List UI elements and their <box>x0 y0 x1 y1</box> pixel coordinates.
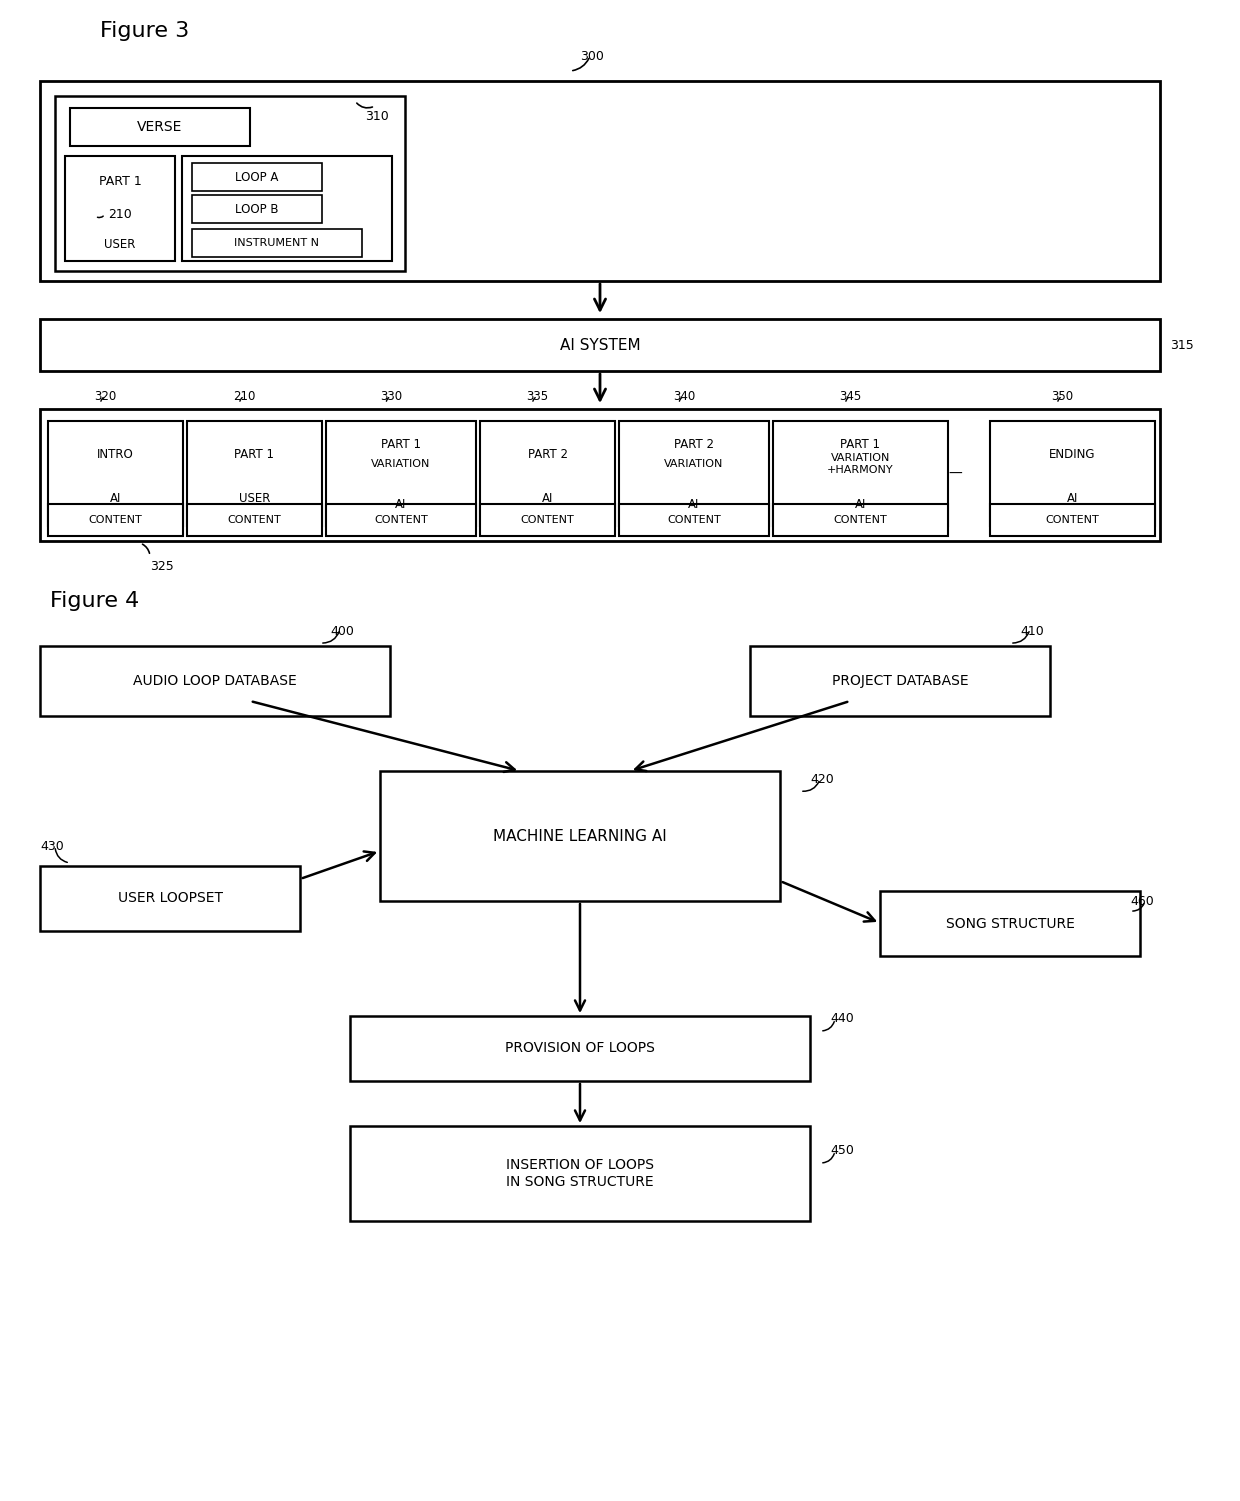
Text: AI: AI <box>1066 491 1079 504</box>
Text: CONTENT: CONTENT <box>1045 515 1100 525</box>
Text: PART 2: PART 2 <box>675 437 714 450</box>
Text: 450: 450 <box>830 1144 854 1157</box>
FancyBboxPatch shape <box>192 164 322 191</box>
Text: PART 2: PART 2 <box>527 447 568 461</box>
Text: LOOP A: LOOP A <box>236 171 279 183</box>
Text: 210: 210 <box>233 389 255 402</box>
FancyBboxPatch shape <box>619 420 769 525</box>
Text: 460: 460 <box>1130 895 1153 908</box>
FancyBboxPatch shape <box>350 1126 810 1220</box>
FancyBboxPatch shape <box>40 866 300 931</box>
FancyBboxPatch shape <box>480 504 615 536</box>
Text: 325: 325 <box>150 560 174 572</box>
Text: USER LOOPSET: USER LOOPSET <box>118 892 222 905</box>
Text: CONTENT: CONTENT <box>228 515 281 525</box>
Text: 335: 335 <box>527 389 548 402</box>
Text: CONTENT: CONTENT <box>833 515 888 525</box>
FancyBboxPatch shape <box>990 504 1154 536</box>
FancyBboxPatch shape <box>40 408 1159 540</box>
Text: 210: 210 <box>108 207 131 221</box>
Text: PROJECT DATABASE: PROJECT DATABASE <box>832 674 968 687</box>
Text: AI: AI <box>396 497 407 510</box>
FancyBboxPatch shape <box>187 420 322 525</box>
Text: PART 1: PART 1 <box>381 437 422 450</box>
Text: 440: 440 <box>830 1013 854 1025</box>
Text: INTRO: INTRO <box>97 447 134 461</box>
Text: INSTRUMENT N: INSTRUMENT N <box>234 239 320 248</box>
FancyBboxPatch shape <box>187 504 322 536</box>
FancyBboxPatch shape <box>773 504 949 536</box>
Text: SONG STRUCTURE: SONG STRUCTURE <box>946 917 1074 931</box>
FancyBboxPatch shape <box>64 156 175 261</box>
Text: AI: AI <box>688 497 699 510</box>
Text: AI SYSTEM: AI SYSTEM <box>559 338 640 353</box>
Text: CONTENT: CONTENT <box>521 515 574 525</box>
FancyBboxPatch shape <box>379 772 780 901</box>
Text: AI: AI <box>542 491 553 504</box>
Text: USER: USER <box>239 491 270 504</box>
FancyBboxPatch shape <box>192 230 362 257</box>
Text: 320: 320 <box>94 389 117 402</box>
Text: INSERTION OF LOOPS
IN SONG STRUCTURE: INSERTION OF LOOPS IN SONG STRUCTURE <box>506 1157 653 1189</box>
Text: VARIATION: VARIATION <box>371 459 430 468</box>
Text: PART 1: PART 1 <box>234 447 274 461</box>
Text: 300: 300 <box>580 50 604 63</box>
Text: USER: USER <box>104 237 135 251</box>
FancyBboxPatch shape <box>480 420 615 525</box>
Text: 410: 410 <box>1021 624 1044 638</box>
Text: CONTENT: CONTENT <box>88 515 143 525</box>
Text: Figure 4: Figure 4 <box>50 591 139 611</box>
Text: Figure 3: Figure 3 <box>100 21 190 41</box>
Text: 350: 350 <box>1052 389 1074 402</box>
FancyBboxPatch shape <box>40 645 391 716</box>
FancyBboxPatch shape <box>326 420 476 525</box>
FancyBboxPatch shape <box>326 504 476 536</box>
Text: AI: AI <box>110 491 122 504</box>
Text: CONTENT: CONTENT <box>374 515 428 525</box>
Text: VARIATION: VARIATION <box>665 459 724 468</box>
Text: PART 1: PART 1 <box>99 174 141 188</box>
Text: 310: 310 <box>365 110 389 123</box>
Text: AUDIO LOOP DATABASE: AUDIO LOOP DATABASE <box>133 674 296 687</box>
FancyBboxPatch shape <box>750 645 1050 716</box>
Text: PART 1: PART 1 <box>841 437 880 450</box>
FancyBboxPatch shape <box>350 1016 810 1081</box>
FancyBboxPatch shape <box>48 420 184 525</box>
FancyBboxPatch shape <box>990 420 1154 525</box>
FancyBboxPatch shape <box>773 420 949 525</box>
FancyBboxPatch shape <box>40 320 1159 371</box>
Text: AI: AI <box>854 497 867 510</box>
FancyBboxPatch shape <box>40 81 1159 281</box>
FancyBboxPatch shape <box>880 892 1140 956</box>
Text: MACHINE LEARNING AI: MACHINE LEARNING AI <box>494 829 667 844</box>
Text: VARIATION
+HARMONY: VARIATION +HARMONY <box>827 453 894 476</box>
Text: CONTENT: CONTENT <box>667 515 720 525</box>
Text: 430: 430 <box>40 839 63 853</box>
FancyBboxPatch shape <box>619 504 769 536</box>
Text: 340: 340 <box>673 389 696 402</box>
Text: VERSE: VERSE <box>138 120 182 134</box>
Text: —: — <box>949 467 962 480</box>
FancyBboxPatch shape <box>69 108 250 146</box>
FancyBboxPatch shape <box>48 504 184 536</box>
FancyBboxPatch shape <box>55 96 405 272</box>
FancyBboxPatch shape <box>192 195 322 224</box>
FancyBboxPatch shape <box>182 156 392 261</box>
Text: 345: 345 <box>839 389 862 402</box>
Text: 420: 420 <box>810 773 833 785</box>
Text: 400: 400 <box>330 624 353 638</box>
Text: LOOP B: LOOP B <box>236 203 279 216</box>
Text: 330: 330 <box>379 389 402 402</box>
Text: ENDING: ENDING <box>1049 447 1096 461</box>
Text: PROVISION OF LOOPS: PROVISION OF LOOPS <box>505 1042 655 1055</box>
Text: 315: 315 <box>1171 339 1194 351</box>
